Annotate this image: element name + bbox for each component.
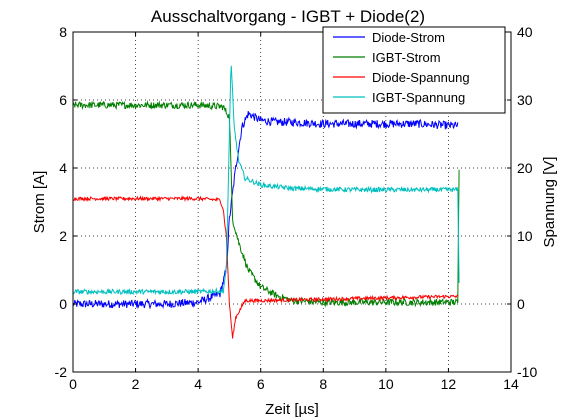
y-tick-label-left: 2 — [59, 228, 67, 244]
legend-label: IGBT-Strom — [372, 50, 441, 65]
y-tick-label-left: 8 — [59, 24, 67, 40]
x-tick-label: 0 — [69, 376, 77, 392]
y-tick-label-right: -10 — [517, 364, 537, 380]
y-axis-label-right: Spannung [V] — [541, 157, 558, 248]
y-tick-label-right: 0 — [517, 296, 525, 312]
legend-label: Diode-Strom — [372, 30, 445, 45]
series-line-diode-strom — [72, 111, 459, 310]
chart-title: Ausschaltvorgang - IGBT + Diode(2) — [151, 7, 425, 26]
legend-box — [322, 26, 506, 114]
series-line-igbt-spannung — [72, 65, 460, 296]
y-tick-label-left: 0 — [59, 296, 67, 312]
series-line-igbt-strom — [72, 100, 460, 308]
plot-frame — [72, 31, 512, 373]
series-group — [72, 65, 460, 339]
y-tick-label-left: 4 — [59, 160, 67, 176]
x-tick-label: 14 — [503, 376, 519, 392]
x-tick-label: 12 — [441, 376, 457, 392]
x-tick-label: 4 — [194, 376, 202, 392]
y-tick-label-right: 10 — [517, 228, 533, 244]
x-axis-label: Zeit [µs] — [265, 401, 319, 418]
x-tick-label: 6 — [257, 376, 265, 392]
x-tick-label: 10 — [378, 376, 394, 392]
y-tick-label-left: -2 — [55, 364, 68, 380]
y-tick-label-right: 40 — [517, 24, 533, 40]
x-tick-label: 8 — [319, 376, 327, 392]
legend-label: IGBT-Spannung — [372, 90, 465, 105]
y-tick-label-left: 6 — [59, 92, 67, 108]
legend-label: Diode-Spannung — [372, 70, 470, 85]
y-tick-label-right: 20 — [517, 160, 533, 176]
y-tick-label-right: 30 — [517, 92, 533, 108]
legend: Diode-Strom IGBT-Strom Diode-Spannung IGBT-… — [322, 26, 506, 114]
y-axis-label-left: Strom [A] — [31, 171, 48, 234]
series-line-diode-spannung — [72, 195, 459, 339]
x-tick-label: 2 — [132, 376, 140, 392]
